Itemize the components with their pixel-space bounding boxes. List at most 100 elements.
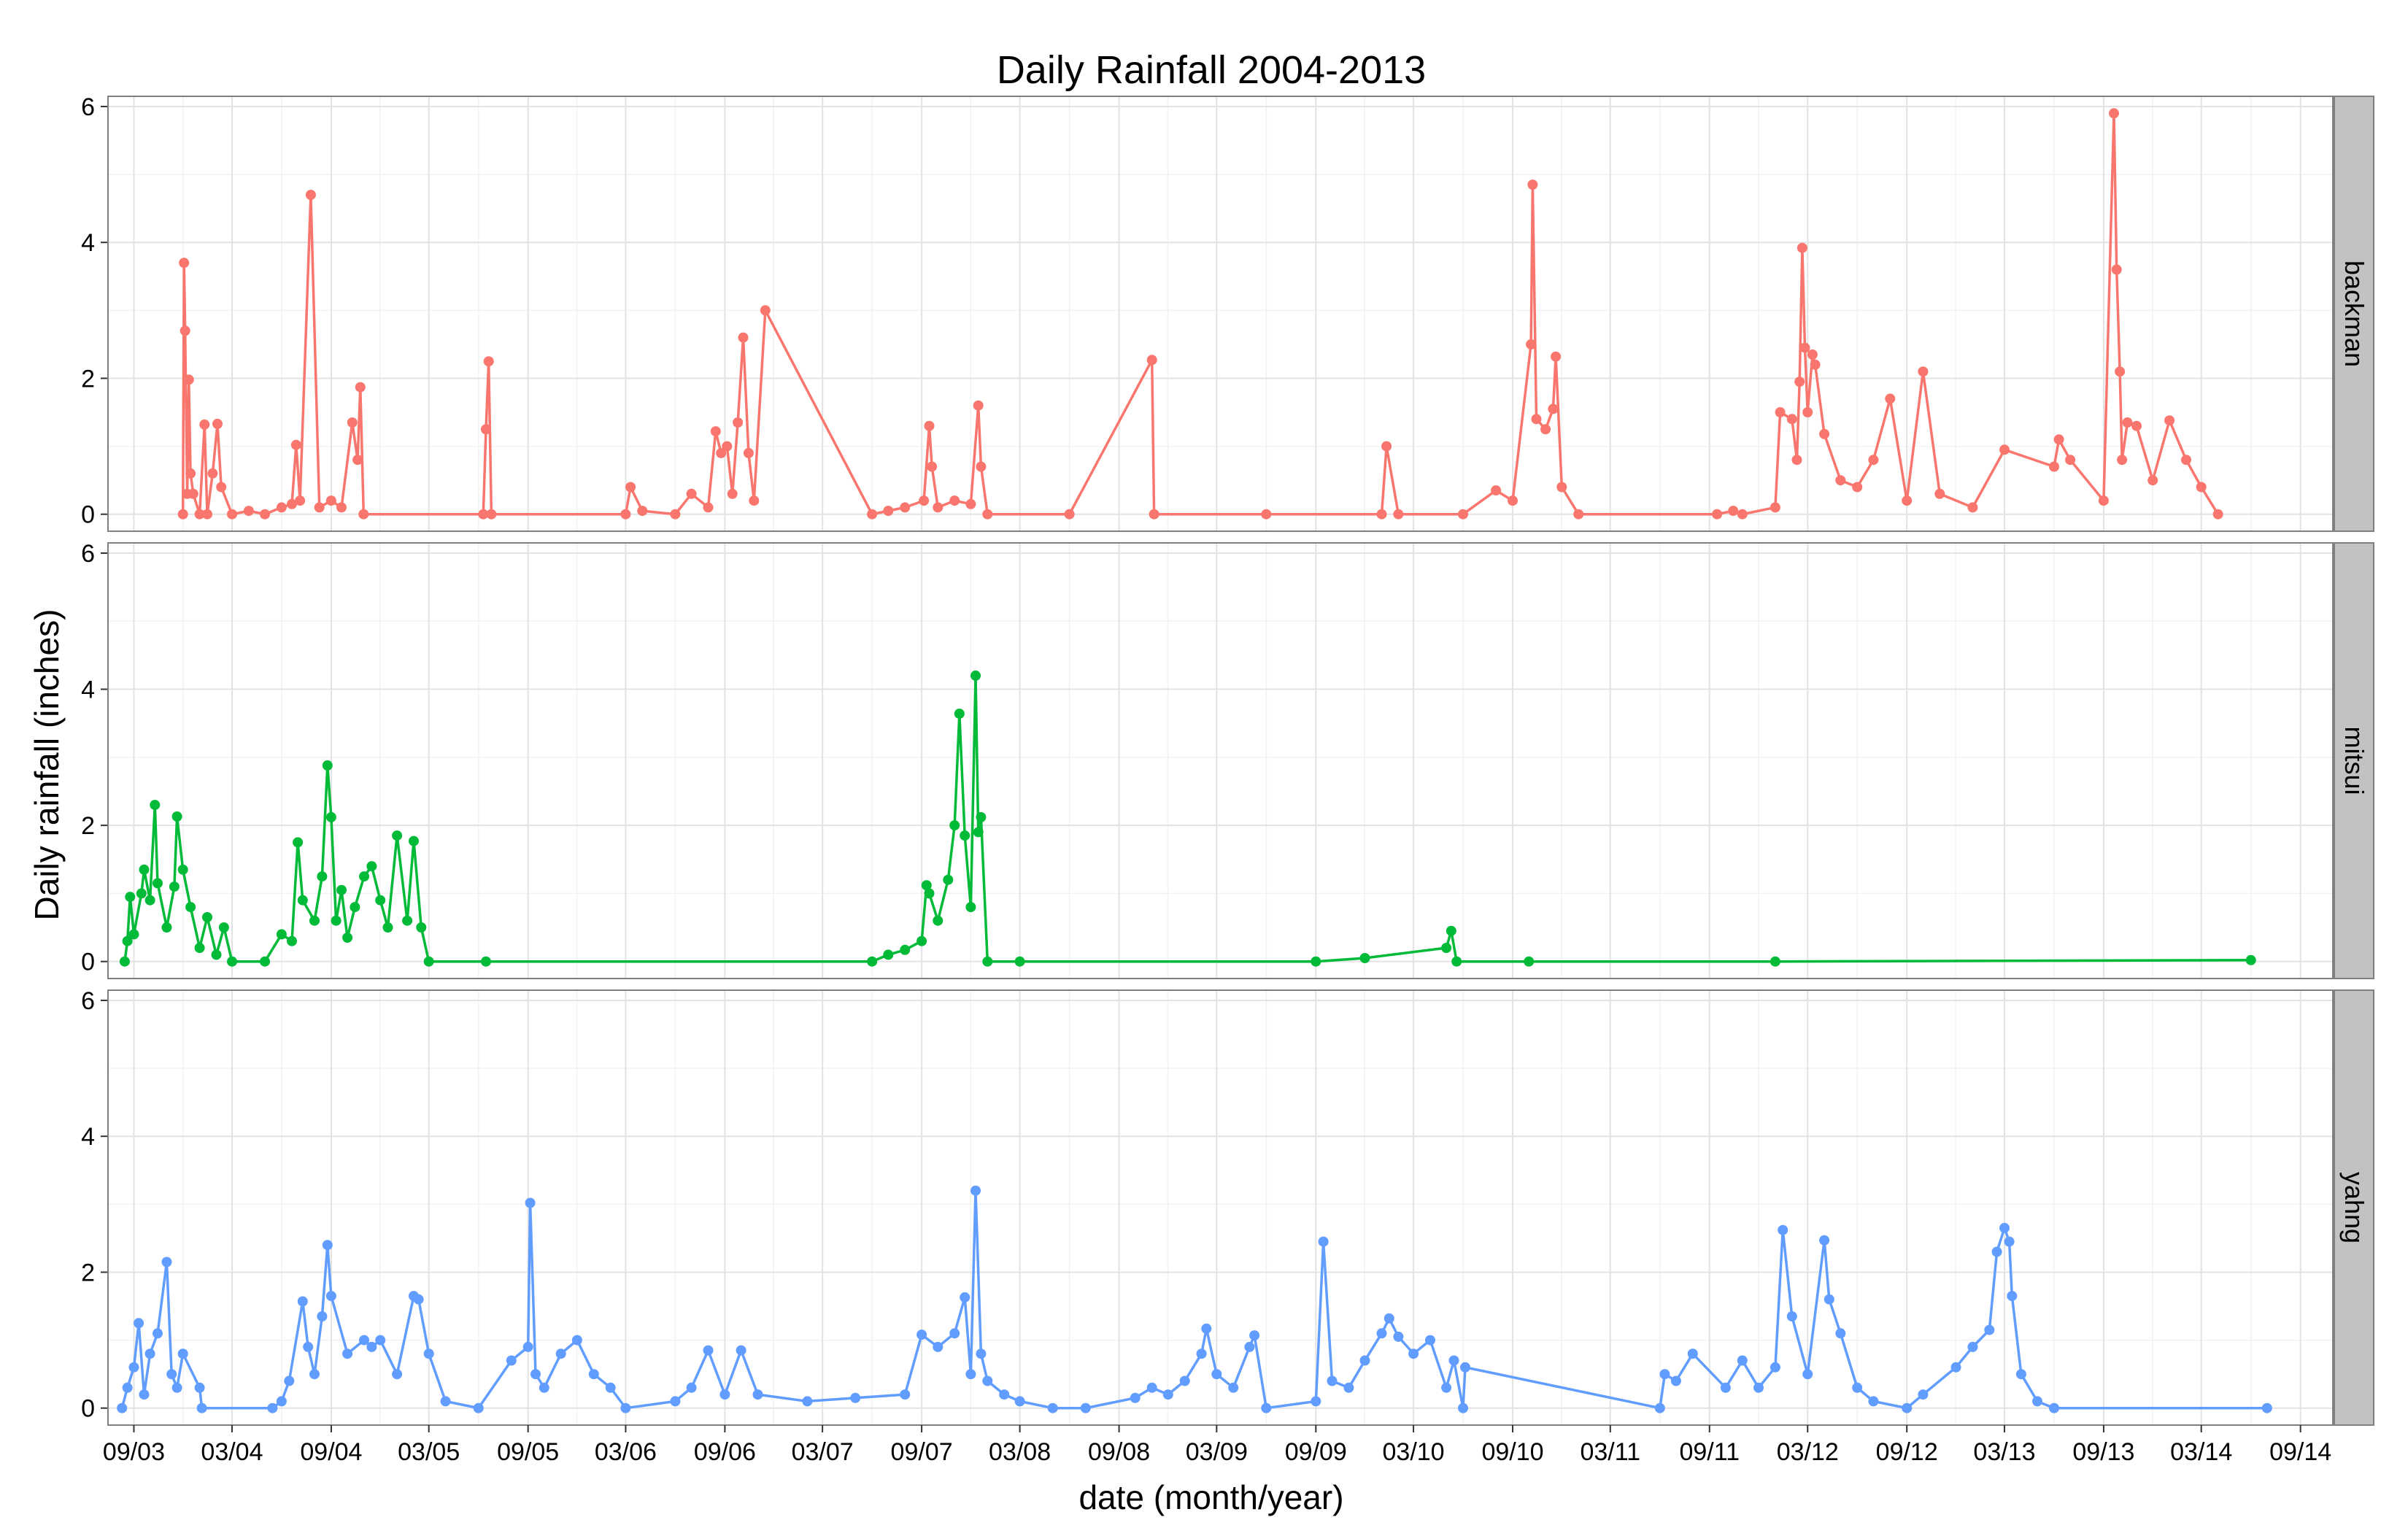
data-point-yahng [297,1296,308,1307]
data-point-yahng [670,1396,681,1407]
data-point-backman [202,509,212,520]
data-point-yahng [1999,1222,2010,1233]
data-point-mitsui [202,912,212,922]
data-point-mitsui [119,956,130,967]
data-point-mitsui [276,929,287,940]
data-point-backman [243,506,254,517]
data-point-backman [1885,393,1896,404]
data-point-backman [900,502,911,513]
data-point-yahng [161,1257,172,1267]
data-point-backman [1737,509,1748,520]
data-point-yahng [1737,1355,1748,1366]
x-tick-label: 03/07 [792,1438,854,1466]
x-tick-label: 09/11 [1679,1438,1740,1466]
data-point-yahng [719,1389,730,1400]
data-point-backman [973,400,984,411]
data-point-yahng [1802,1369,1813,1380]
data-point-yahng [284,1375,295,1386]
data-point-backman [1802,407,1813,417]
panel-mitsui: 0 2 4 6 mitsui [81,540,2374,979]
data-point-backman [2147,475,2158,486]
data-point-backman [2117,455,2128,466]
x-tick-label: 09/06 [694,1438,756,1466]
data-point-backman [2181,455,2191,466]
data-point-backman [1797,242,1807,253]
data-point-mitsui [1441,943,1452,953]
x-tick-label: 09/07 [891,1438,953,1466]
data-point-backman [1819,428,1830,439]
data-point-backman [481,424,491,435]
data-point-mitsui [481,956,491,967]
data-point-yahng [970,1185,981,1196]
data-point-yahng [1868,1396,1879,1407]
data-point-backman [2111,264,2122,275]
data-point-backman [185,468,196,479]
data-point-yahng [1786,1311,1797,1321]
data-point-mitsui [287,935,297,946]
data-point-backman [620,509,631,520]
data-point-mitsui [153,878,163,889]
data-point-backman [2049,461,2059,472]
data-point-backman [1810,359,1821,370]
data-point-backman [743,447,754,458]
data-point-yahng [144,1348,155,1359]
data-point-yahng [1343,1382,1354,1393]
data-point-backman [352,455,363,466]
data-point-yahng [605,1382,616,1393]
y-tick-label: 6 [81,540,95,568]
data-point-yahng [703,1345,714,1356]
data-point-backman [305,190,316,200]
data-point-backman [976,461,987,472]
data-point-mitsui [982,956,993,967]
data-point-yahng [440,1396,451,1407]
data-point-yahng [139,1389,150,1400]
data-point-backman [177,509,188,520]
data-point-backman [355,382,366,393]
y-tick-label: 2 [81,812,95,840]
data-point-backman [1261,509,1272,520]
data-point-backman [2212,509,2223,520]
data-point-backman [314,502,325,513]
data-point-backman [1556,482,1567,493]
data-point-yahng [153,1328,163,1339]
data-point-yahng [177,1348,188,1359]
data-point-mitsui [900,944,911,955]
x-tick-label: 03/05 [398,1438,460,1466]
data-point-backman [1807,349,1818,360]
data-point-yahng [1720,1382,1731,1393]
data-point-yahng [1201,1323,1212,1334]
data-point-yahng [1130,1392,1141,1403]
data-point-backman [1999,444,2010,455]
data-point-mitsui [317,871,328,882]
data-point-yahng [1441,1382,1452,1393]
panel-backman: 0 2 4 6 backman [81,93,2374,532]
data-point-mitsui [227,956,237,967]
data-point-mitsui [970,670,981,681]
data-point-yahng [1458,1402,1468,1413]
data-point-backman [1548,404,1559,414]
data-point-yahng [1318,1236,1329,1247]
x-tick-label: 03/13 [1973,1438,2035,1466]
data-point-mitsui [169,881,180,892]
data-point-backman [927,461,938,472]
data-point-yahng [1014,1396,1025,1407]
data-point-mitsui [144,895,155,906]
data-point-backman [924,420,935,431]
data-point-mitsui [965,902,976,913]
data-point-yahng [1835,1328,1846,1339]
data-point-backman [347,417,358,428]
y-tick-label: 4 [81,1123,95,1151]
panel-background [108,990,2333,1425]
data-point-backman [212,418,223,429]
data-point-mitsui [331,915,341,926]
data-point-backman [637,506,648,517]
data-point-backman [216,482,227,493]
data-point-yahng [525,1197,536,1208]
data-point-mitsui [122,935,133,946]
y-tick-label: 6 [81,93,95,121]
data-point-backman [1527,180,1538,190]
data-point-yahng [1249,1330,1260,1341]
facet-strip [2334,96,2374,532]
data-point-yahng [1950,1362,1961,1373]
data-point-yahng [366,1341,377,1352]
